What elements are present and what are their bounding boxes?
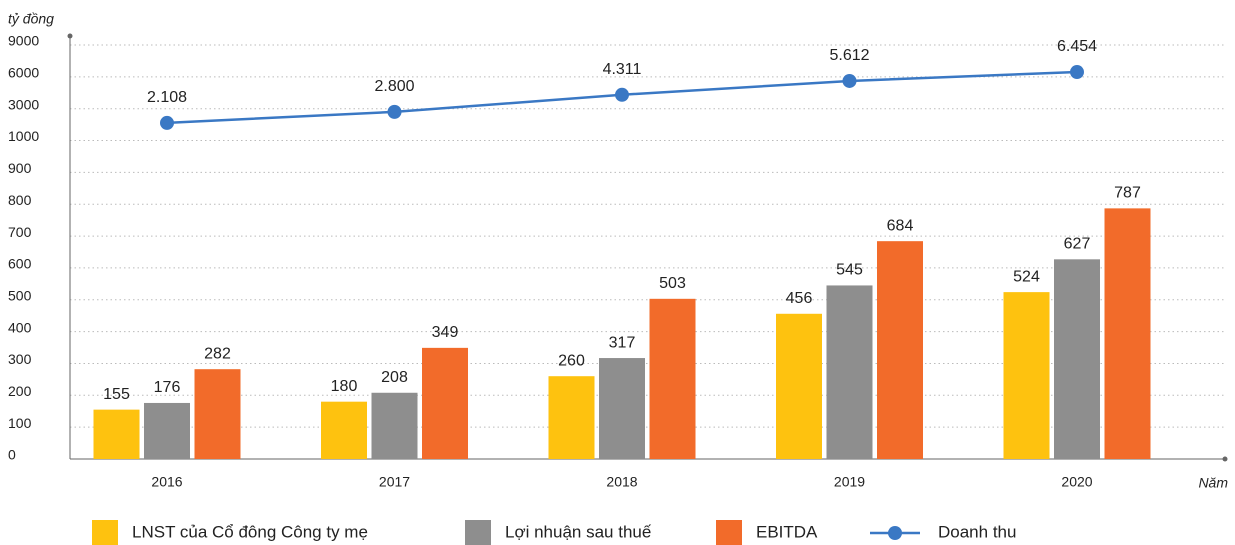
legend-label: Lợi nhuận sau thuế xyxy=(505,522,652,541)
bar xyxy=(599,358,645,459)
y-tick-label: 600 xyxy=(8,256,32,272)
bar xyxy=(1003,292,1050,459)
bar xyxy=(371,392,418,459)
y-tick-label: 1000 xyxy=(8,128,39,144)
y-tick-label: 9000 xyxy=(8,33,39,49)
y-tick-label: 700 xyxy=(8,224,32,240)
x-tick-label: 2018 xyxy=(606,474,637,490)
bar xyxy=(1054,259,1100,459)
bar-label: 627 xyxy=(1064,236,1091,253)
line-point xyxy=(387,104,402,119)
legend-swatch xyxy=(465,520,491,545)
y-axis-end xyxy=(67,33,73,39)
x-tick-label: 2017 xyxy=(379,474,410,490)
y-tick-label: 300 xyxy=(8,351,32,367)
bar xyxy=(776,313,822,459)
line-label: 2.800 xyxy=(374,78,414,95)
line-label: 4.311 xyxy=(603,61,642,78)
y-tick-label: 400 xyxy=(8,319,32,335)
bar-label: 545 xyxy=(836,262,863,279)
bar xyxy=(649,298,696,459)
bar-label: 176 xyxy=(154,379,181,396)
legend-dot xyxy=(888,526,902,540)
line-point xyxy=(1070,65,1084,80)
y-tick-label: 3000 xyxy=(8,96,39,112)
line-label: 6.454 xyxy=(1057,38,1097,55)
bar-label: 317 xyxy=(609,334,636,351)
bar xyxy=(194,369,241,459)
bar-label: 456 xyxy=(786,290,813,307)
line-point xyxy=(160,115,174,130)
bar-label: 155 xyxy=(103,386,130,403)
bar xyxy=(93,409,140,459)
bar-label: 684 xyxy=(887,217,914,234)
legend-swatch xyxy=(716,520,742,545)
legend-label: LNST của Cổ đông Công ty mẹ xyxy=(132,522,368,541)
x-axis-end xyxy=(1222,456,1228,462)
bar-label: 180 xyxy=(331,378,358,395)
line-label: 2.108 xyxy=(147,89,187,106)
bar-label: 260 xyxy=(558,352,585,369)
bar xyxy=(826,285,873,459)
bar xyxy=(548,376,595,459)
y-tick-label: 100 xyxy=(8,415,32,431)
bar xyxy=(877,241,923,459)
y-tick-label: 800 xyxy=(8,192,32,208)
bar xyxy=(321,401,367,459)
bar xyxy=(422,347,468,459)
bar-label: 524 xyxy=(1013,268,1040,285)
y-tick-label: 0 xyxy=(8,447,16,463)
x-tick-label: 2016 xyxy=(151,474,182,490)
bar-label: 503 xyxy=(659,275,686,292)
x-tick-label: 2020 xyxy=(1061,474,1092,490)
y-tick-label: 200 xyxy=(8,383,32,399)
legend-label: Doanh thu xyxy=(938,522,1016,541)
legend-label: EBITDA xyxy=(756,522,818,541)
bar-label: 349 xyxy=(432,324,459,341)
bar-label: 787 xyxy=(1114,185,1141,202)
x-tick-label: 2019 xyxy=(834,474,865,490)
bar xyxy=(144,402,190,459)
line-point xyxy=(615,87,629,102)
y-tick-label: 900 xyxy=(8,160,32,176)
legend-swatch xyxy=(92,520,118,545)
line-label: 5.612 xyxy=(829,47,869,64)
bar-label: 208 xyxy=(381,369,408,386)
y-axis-label: tỷ đồng xyxy=(8,11,54,27)
y-tick-label: 500 xyxy=(8,287,32,303)
bar xyxy=(1104,208,1151,459)
bar-label: 282 xyxy=(204,345,231,362)
line-point xyxy=(842,73,857,88)
y-tick-label: 6000 xyxy=(8,65,39,81)
x-axis-label: Năm xyxy=(1198,475,1228,491)
